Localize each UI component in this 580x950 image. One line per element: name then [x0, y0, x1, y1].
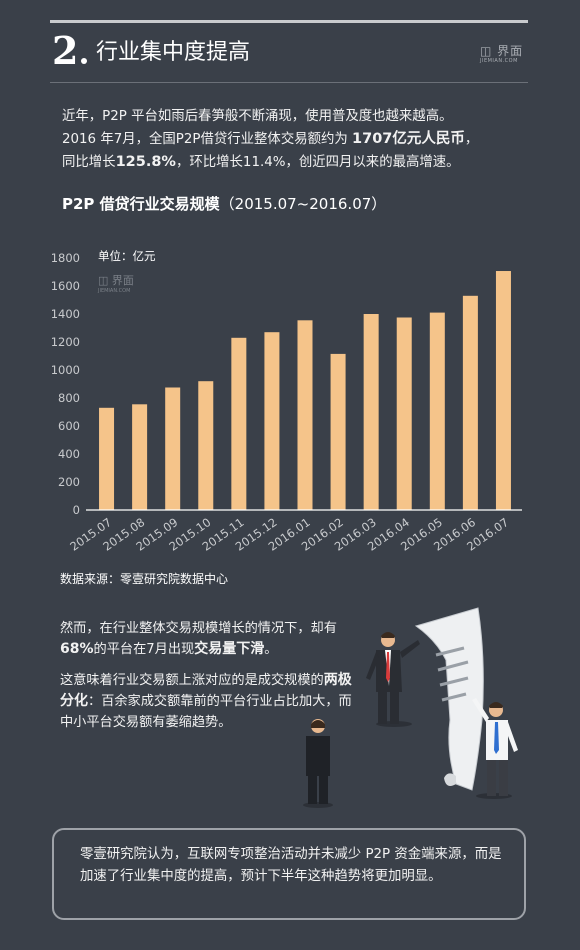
bar — [495, 271, 511, 510]
businessman-blue-tie-icon — [472, 698, 518, 796]
data-source: 数据来源：零壹研究院数据中心 — [60, 572, 229, 586]
p1-text: 然而，在行业整体交易规模增长的情况下，却有 — [60, 621, 337, 636]
yoy-growth: 125.8% — [115, 154, 176, 170]
decline-share: 68% — [60, 641, 94, 657]
intro-line-2: 2016 年7月，全国P2P借贷行业整体交易额约为 1707亿元人民币， — [62, 128, 532, 151]
chart-watermark: ◫ 界面 — [98, 274, 134, 287]
bar — [462, 295, 478, 510]
p2-text: 这意味着行业交易额上涨对应的是成交规模的 — [60, 673, 324, 688]
conclusion-box: 零壹研究院认为，互联网专项整治活动并未减少 P2P 资金端来源，而是加速了行业集… — [52, 828, 526, 920]
bar — [99, 407, 115, 510]
analysis-paragraph-1: 然而，在行业整体交易规模增长的情况下，却有 68%的平台在7月出现交易量下滑。 — [60, 618, 360, 660]
y-tick-label: 800 — [58, 391, 80, 405]
y-tick-label: 0 — [73, 503, 80, 517]
y-tick-label: 1200 — [51, 335, 80, 349]
y-tick-label: 400 — [58, 447, 80, 461]
section-number-dot — [81, 58, 87, 64]
chart-title-main: P2P 借贷行业交易规模 — [62, 195, 220, 213]
p2-end: ：百余家成交额靠前的平台行业占比加大，而中小平台交易额有萎缩趋势。 — [60, 694, 352, 730]
unit-label: 单位：亿元 — [98, 249, 156, 263]
businessman-back-icon — [306, 719, 330, 804]
bar — [396, 317, 412, 510]
bar — [264, 332, 280, 510]
shadow — [303, 802, 333, 808]
analysis-paragraph-2: 这意味着行业交易额上涨对应的是成交规模的两极分化：百余家成交额靠前的平台行业占比… — [60, 670, 360, 733]
jiemian-logo: ◫ 界面 JIEMIAN.COM — [480, 44, 530, 65]
businessmen-illustration — [303, 607, 518, 808]
top-rule — [50, 20, 528, 23]
conclusion-text: 零壹研究院认为，互联网专项整治活动并未减少 P2P 资金端来源，而是加速了行业集… — [80, 847, 502, 884]
volume-decline: 交易量下滑 — [194, 641, 265, 657]
bar — [165, 387, 181, 510]
logo-icon: ◫ — [480, 44, 493, 58]
paper-curl — [444, 773, 456, 786]
bar — [330, 353, 346, 510]
chart-title: P2P 借贷行业交易规模（2015.07~2016.07） — [62, 193, 386, 214]
section-title: 行业集中度提高 — [96, 40, 251, 65]
intro-paragraph: 近年，P2P 平台如雨后春笋般不断涌现，使用普及度也越来越高。 2016 年7月… — [62, 106, 532, 174]
chart-watermark-sub: JIEMIAN.COM — [97, 288, 130, 294]
y-tick-label: 1600 — [51, 279, 80, 293]
p1-end: 。 — [264, 642, 278, 657]
total-volume: 1707亿元人民币 — [352, 131, 465, 147]
y-tick-label: 1400 — [51, 307, 80, 321]
chart-title-range: （2015.07~2016.07） — [219, 195, 387, 213]
logo-text: 界面 — [497, 44, 524, 58]
bar — [132, 404, 148, 510]
polarization: 两极分化 — [60, 672, 352, 709]
y-tick-label: 600 — [58, 419, 80, 433]
section-number: 2 — [52, 28, 79, 73]
intro-line-2-text: 2016 年7月，全国P2P借贷行业整体交易额约为 — [62, 132, 353, 147]
intro-line-1: 近年，P2P 平台如雨后春笋般不断涌现，使用普及度也越来越高。 — [62, 109, 453, 124]
section-header: 2 行业集中度提高 ◫ 界面 JIEMIAN.COM — [52, 32, 530, 76]
header-rule — [50, 82, 528, 83]
businessman-red-tie-icon — [366, 632, 420, 724]
analysis-text: 然而，在行业整体交易规模增长的情况下，却有 68%的平台在7月出现交易量下滑。 这… — [60, 618, 360, 743]
intro-line-3: 同比增长125.8%，环比增长11.4%，创近四月以来的最高增速。 — [62, 151, 532, 174]
y-tick-label: 1000 — [51, 363, 80, 377]
y-tick-label: 1800 — [51, 251, 80, 265]
p1-mid: 的平台在7月出现 — [93, 642, 195, 657]
intro-line-2-end: ， — [464, 132, 479, 147]
intro-line-3-end: ，环比增长11.4%，创近四月以来的最高增速。 — [175, 155, 460, 170]
bar — [198, 381, 214, 510]
bar — [297, 320, 313, 510]
logo-sub: JIEMIAN.COM — [480, 58, 518, 64]
intro-line-3-text: 同比增长 — [62, 155, 116, 170]
y-tick-label: 200 — [58, 475, 80, 489]
bar-chart: 0 200 400 600 800 1000 1200 1400 1600 1800 单位：亿元 ◫ … — [51, 249, 522, 554]
bar — [363, 314, 379, 510]
bar — [231, 337, 247, 510]
bar — [429, 312, 445, 510]
